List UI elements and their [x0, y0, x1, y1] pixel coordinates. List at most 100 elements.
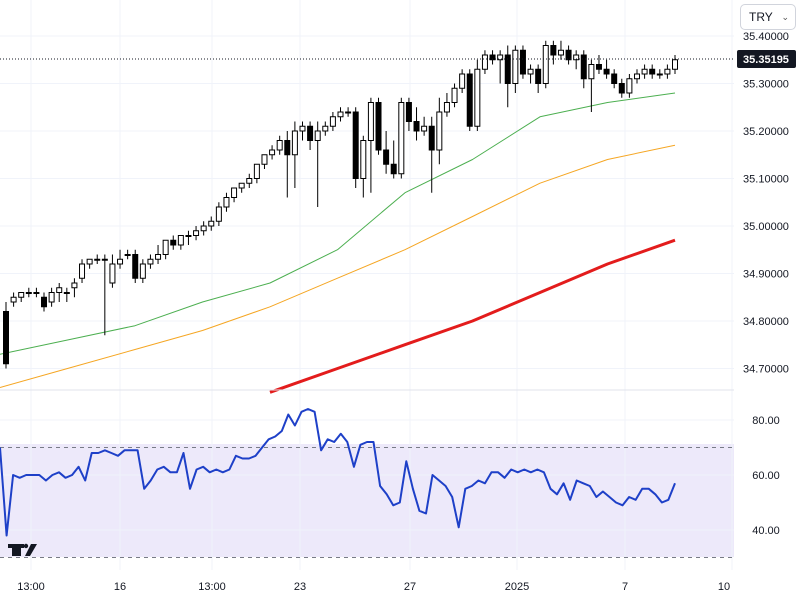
- candle-body: [238, 182, 245, 189]
- candle-body: [535, 68, 542, 84]
- candle-body: [117, 258, 124, 265]
- candle-body: [352, 111, 359, 179]
- price-tick-label: 34.70000: [743, 364, 789, 376]
- candle-body: [443, 102, 450, 113]
- price-tick-label: 34.80000: [743, 316, 789, 328]
- candle-body: [413, 121, 420, 132]
- moving-averages: [0, 92, 676, 394]
- candle-body: [284, 140, 291, 156]
- candle-body: [33, 292, 40, 294]
- rsi-band: [0, 444, 734, 557]
- price-tick-label: 35.20000: [743, 126, 789, 138]
- candle-body: [489, 54, 496, 61]
- tradingview-logo[interactable]: [8, 543, 37, 556]
- candle-body: [367, 102, 374, 141]
- candle-body: [132, 254, 139, 279]
- candle-body: [94, 258, 101, 261]
- candle-body: [185, 235, 192, 237]
- rsi-tick-label: 60.00: [752, 470, 780, 482]
- candle-body: [633, 73, 640, 80]
- last-price-label: 35.35195: [743, 54, 789, 66]
- candle-body: [459, 73, 466, 89]
- candle-body: [3, 311, 9, 365]
- candle-body: [124, 254, 131, 256]
- candle-body: [56, 287, 63, 293]
- candle-body: [481, 54, 488, 70]
- chevron-down-icon: ⌄: [781, 11, 789, 22]
- moving-average-mid: [0, 144, 676, 388]
- candle-body: [101, 258, 108, 261]
- time-tick-label: 7: [622, 581, 628, 593]
- candle-body: [86, 258, 93, 265]
- last-price-tag: [737, 50, 796, 68]
- candle-body: [618, 83, 625, 94]
- candle-body: [360, 140, 367, 179]
- time-tick-label: 16: [114, 581, 126, 593]
- candle-body: [261, 154, 268, 165]
- price-tick-label: 35.10000: [743, 174, 789, 186]
- candle-body: [276, 140, 283, 151]
- price-tick-label: 35.40000: [743, 31, 789, 43]
- time-tick-label: 13:00: [198, 581, 226, 593]
- candle-body: [550, 45, 557, 56]
- candle-body: [109, 263, 116, 284]
- price-tick-label: 35.00000: [743, 221, 789, 233]
- candle-body: [383, 149, 390, 165]
- candle-body: [193, 230, 200, 236]
- candles: [3, 40, 678, 369]
- price-tick-label: 34.90000: [743, 269, 789, 281]
- candle-body: [542, 45, 549, 84]
- candle-body: [269, 149, 276, 156]
- candle-body: [170, 239, 177, 246]
- candle-body: [565, 49, 572, 61]
- candle-body: [512, 49, 519, 84]
- rsi-panel: [0, 408, 734, 558]
- candle-body: [147, 258, 154, 265]
- candle-body: [672, 59, 678, 70]
- candle-body: [314, 130, 321, 141]
- candle-body: [215, 206, 222, 222]
- candle-body: [466, 73, 473, 127]
- candle-body: [519, 49, 526, 75]
- candle-body: [337, 111, 344, 118]
- candle-body: [253, 163, 260, 179]
- candle-body: [405, 102, 412, 122]
- candle-body: [299, 125, 306, 132]
- currency-selector[interactable]: TRY ⌄: [740, 4, 796, 30]
- currency-label: TRY: [749, 10, 773, 24]
- candle-body: [162, 239, 169, 255]
- candle-body: [10, 296, 17, 303]
- candle-body: [398, 102, 405, 175]
- candle-body: [497, 54, 504, 61]
- candle-body: [291, 130, 298, 156]
- candle-body: [223, 197, 230, 208]
- candle-body: [18, 292, 25, 298]
- time-tick-label: 13:00: [17, 581, 45, 593]
- candle-body: [656, 73, 663, 76]
- candle-body: [139, 263, 146, 279]
- candle-body: [580, 54, 587, 80]
- candle-body: [390, 163, 397, 175]
- rsi-tick-label: 80.00: [752, 415, 780, 427]
- candle-body: [527, 68, 534, 75]
- time-tick-label: 2025: [505, 581, 529, 593]
- candle-body: [177, 235, 184, 246]
- candle-body: [474, 68, 481, 127]
- price-tick-label: 35.30000: [743, 79, 789, 91]
- candle-body: [41, 296, 48, 308]
- time-tick-label: 10: [718, 581, 730, 593]
- candle-body: [557, 49, 564, 56]
- candle-body: [63, 292, 70, 294]
- candle-body: [611, 73, 618, 84]
- candle-body: [595, 64, 602, 70]
- candle-body: [626, 78, 633, 94]
- grid: [0, 0, 734, 570]
- candle-body: [451, 87, 458, 103]
- rsi-tick-label: 40.00: [752, 525, 780, 537]
- candle-body: [200, 225, 207, 232]
- candle-body: [79, 263, 86, 279]
- candle-body: [231, 187, 238, 198]
- candle-body: [322, 125, 329, 132]
- candle-body: [428, 125, 435, 151]
